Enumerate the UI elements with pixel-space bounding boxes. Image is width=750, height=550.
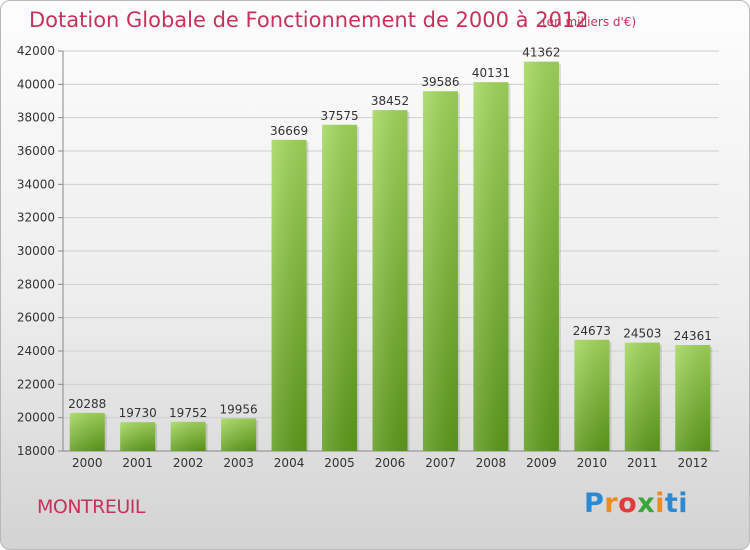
x-tick-label: 2003	[223, 456, 254, 470]
bar-highlight	[422, 91, 458, 451]
x-tick-label: 2001	[122, 456, 153, 470]
bar-value-label: 24361	[674, 329, 712, 343]
logo-letter: x	[637, 488, 656, 519]
logo-letter: i	[655, 488, 665, 519]
y-tick-label: 24000	[17, 344, 55, 358]
bar-value-label: 24673	[573, 324, 611, 338]
y-tick-label: 20000	[17, 411, 55, 425]
bar-value-label: 19730	[119, 406, 157, 420]
y-tick-label: 30000	[17, 244, 55, 258]
logo-letter: t	[664, 488, 679, 519]
x-tick-label: 2009	[526, 456, 557, 470]
bar-highlight	[473, 82, 509, 452]
bar-value-label: 38452	[371, 94, 409, 108]
x-tick-label: 2000	[72, 456, 103, 470]
y-tick-label: 36000	[17, 144, 55, 158]
bar-highlight	[624, 342, 660, 451]
y-tick-label: 42000	[17, 44, 55, 58]
y-tick-label: 40000	[17, 77, 55, 91]
bar-highlight	[120, 422, 156, 451]
x-tick-label: 2008	[476, 456, 507, 470]
bar-highlight	[574, 339, 610, 451]
x-tick-label: 2012	[677, 456, 708, 470]
proxiti-logo: Proxiti	[584, 488, 688, 519]
y-tick-label: 26000	[17, 311, 55, 325]
logo-letter: i	[678, 488, 689, 519]
x-tick-label: 2004	[274, 456, 305, 470]
bar-highlight	[322, 124, 358, 451]
y-tick-label: 38000	[17, 111, 55, 125]
logo-letter: o	[618, 488, 638, 519]
bar-highlight	[523, 61, 559, 452]
logo-letter: r	[604, 488, 619, 519]
bar-value-label: 24503	[623, 327, 661, 341]
x-tick-label: 2006	[375, 456, 406, 470]
bar-highlight	[69, 412, 105, 451]
x-tick-label: 2010	[577, 456, 608, 470]
bar-value-label: 36669	[270, 124, 308, 138]
commune-name: MONTREUIL	[37, 496, 145, 518]
bar-value-label: 41362	[522, 46, 560, 60]
bar-value-label: 20288	[68, 397, 106, 411]
y-tick-label: 18000	[17, 444, 55, 458]
y-tick-label: 28000	[17, 277, 55, 291]
bar-highlight	[170, 421, 206, 451]
y-tick-label: 22000	[17, 377, 55, 391]
bar-highlight	[372, 110, 408, 451]
bar-value-label: 39586	[421, 75, 459, 89]
logo-letter: P	[584, 488, 605, 519]
y-tick-label: 32000	[17, 211, 55, 225]
bar-highlight	[271, 139, 307, 451]
y-tick-label: 34000	[17, 177, 55, 191]
bar-highlight	[221, 418, 257, 451]
x-tick-label: 2007	[425, 456, 456, 470]
bar-value-label: 19752	[169, 406, 207, 420]
x-tick-label: 2005	[324, 456, 355, 470]
x-tick-label: 2002	[173, 456, 204, 470]
bar-highlight	[675, 344, 711, 451]
bar-value-label: 19956	[220, 402, 258, 416]
unit-label: (en milliers d'€)	[542, 15, 637, 29]
bar-value-label: 37575	[320, 109, 358, 123]
x-tick-label: 2011	[627, 456, 658, 470]
bar-value-label: 40131	[472, 66, 510, 80]
chart-title: Dotation Globale de Fonctionnement de 20…	[29, 8, 589, 32]
